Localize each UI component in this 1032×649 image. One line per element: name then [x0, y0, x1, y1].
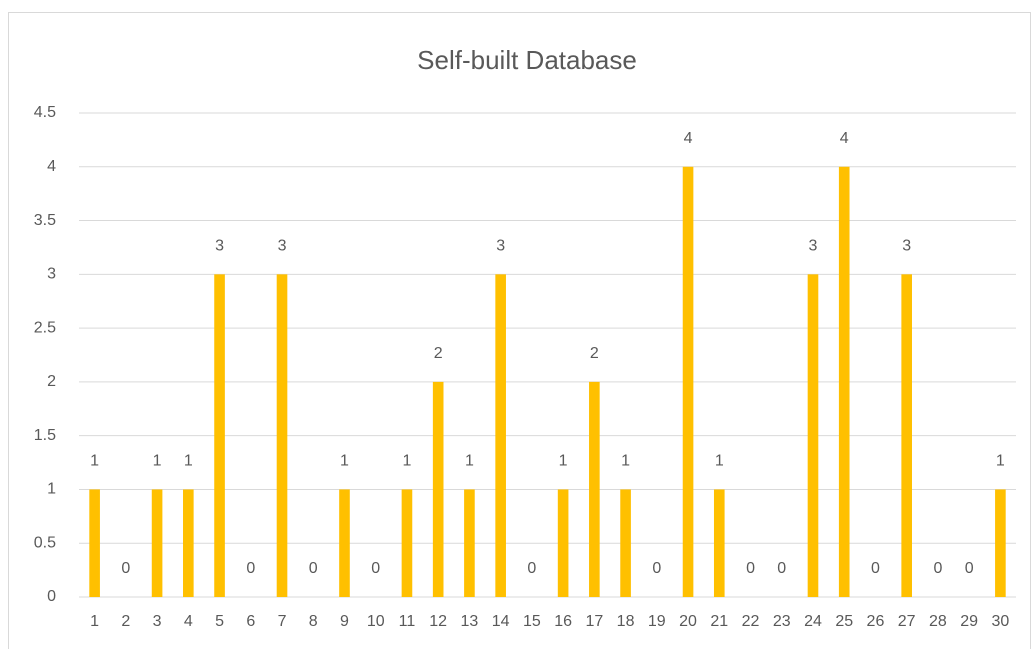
y-tick-label: 1	[47, 481, 56, 498]
x-tick-label: 7	[278, 613, 287, 630]
x-tick-label: 23	[773, 613, 791, 630]
x-tick-label: 14	[492, 613, 510, 630]
x-tick-label: 3	[153, 613, 162, 630]
x-tick-label: 11	[399, 613, 416, 630]
y-tick-label: 3	[47, 266, 56, 283]
y-tick-label: 2	[47, 373, 56, 390]
bar	[401, 489, 413, 597]
bar	[464, 489, 475, 597]
x-tick-label: 9	[340, 613, 349, 630]
x-tick-label: 25	[835, 613, 853, 630]
x-tick-label: 30	[991, 613, 1009, 630]
x-tick-label: 18	[617, 613, 635, 630]
bar	[713, 489, 725, 597]
bar	[620, 489, 631, 597]
y-tick-label: 4	[47, 158, 56, 175]
x-tick-label: 19	[648, 613, 666, 630]
bar	[151, 489, 163, 597]
data-label: 0	[371, 560, 380, 577]
bar	[183, 489, 194, 597]
data-label: 0	[527, 560, 536, 577]
data-label: 1	[402, 453, 411, 470]
x-tick-label: 27	[898, 613, 916, 630]
y-tick-label: 4.5	[34, 104, 56, 121]
data-label: 0	[746, 560, 755, 577]
data-label: 1	[340, 453, 349, 470]
data-label: 0	[933, 560, 942, 577]
data-label: 4	[840, 130, 849, 147]
data-label: 2	[590, 345, 599, 362]
y-tick-label: 0	[47, 588, 56, 605]
x-tick-label: 29	[960, 613, 978, 630]
bar	[339, 489, 350, 597]
data-label: 0	[121, 560, 130, 577]
data-label: 1	[559, 453, 568, 470]
data-label: 0	[871, 560, 880, 577]
data-label: 0	[777, 560, 786, 577]
data-label: 1	[184, 453, 193, 470]
data-label: 1	[153, 453, 162, 470]
x-tick-label: 6	[246, 613, 255, 630]
x-tick-label: 17	[585, 613, 603, 630]
data-label: 3	[902, 238, 911, 255]
x-tick-label: 8	[309, 613, 318, 630]
data-label: 4	[684, 130, 693, 147]
data-label: 2	[434, 345, 443, 362]
bar	[276, 274, 288, 597]
x-tick-label: 28	[929, 613, 947, 630]
x-tick-label: 21	[710, 613, 728, 630]
data-label: 1	[715, 453, 724, 470]
bar	[89, 489, 100, 597]
bar	[557, 489, 569, 597]
bar	[682, 166, 694, 597]
data-label: 3	[278, 238, 287, 255]
x-tick-label: 15	[523, 613, 541, 630]
data-label: 3	[809, 238, 818, 255]
bar	[995, 489, 1006, 597]
data-label: 0	[246, 560, 255, 577]
bar	[214, 274, 225, 597]
bar	[495, 274, 506, 597]
data-label: 1	[90, 453, 99, 470]
x-tick-label: 1	[90, 613, 99, 630]
data-label: 0	[652, 560, 661, 577]
bar	[901, 274, 912, 597]
x-tick-label: 13	[461, 613, 479, 630]
data-label: 1	[996, 453, 1005, 470]
data-label: 3	[496, 238, 505, 255]
x-tick-label: 12	[429, 613, 447, 630]
bar	[807, 274, 819, 597]
y-tick-label: 0.5	[34, 534, 56, 551]
x-tick-label: 26	[867, 613, 885, 630]
chart-title: Self-built Database	[417, 45, 637, 75]
x-tick-label: 16	[554, 613, 572, 630]
y-tick-label: 3.5	[34, 212, 56, 229]
data-label: 1	[621, 453, 630, 470]
bar	[589, 381, 600, 597]
x-tick-label: 10	[367, 613, 385, 630]
x-tick-label: 24	[804, 613, 822, 630]
x-tick-label: 4	[184, 613, 193, 630]
bar	[432, 381, 444, 597]
data-label: 1	[465, 453, 474, 470]
data-label: 3	[215, 238, 224, 255]
data-label: 0	[309, 560, 318, 577]
y-tick-label: 1.5	[34, 427, 56, 444]
data-label: 0	[965, 560, 974, 577]
x-tick-label: 2	[121, 613, 130, 630]
bar	[838, 166, 850, 597]
x-tick-label: 22	[742, 613, 760, 630]
y-tick-label: 2.5	[34, 319, 56, 336]
x-tick-label: 20	[679, 613, 697, 630]
x-tick-label: 5	[215, 613, 224, 630]
